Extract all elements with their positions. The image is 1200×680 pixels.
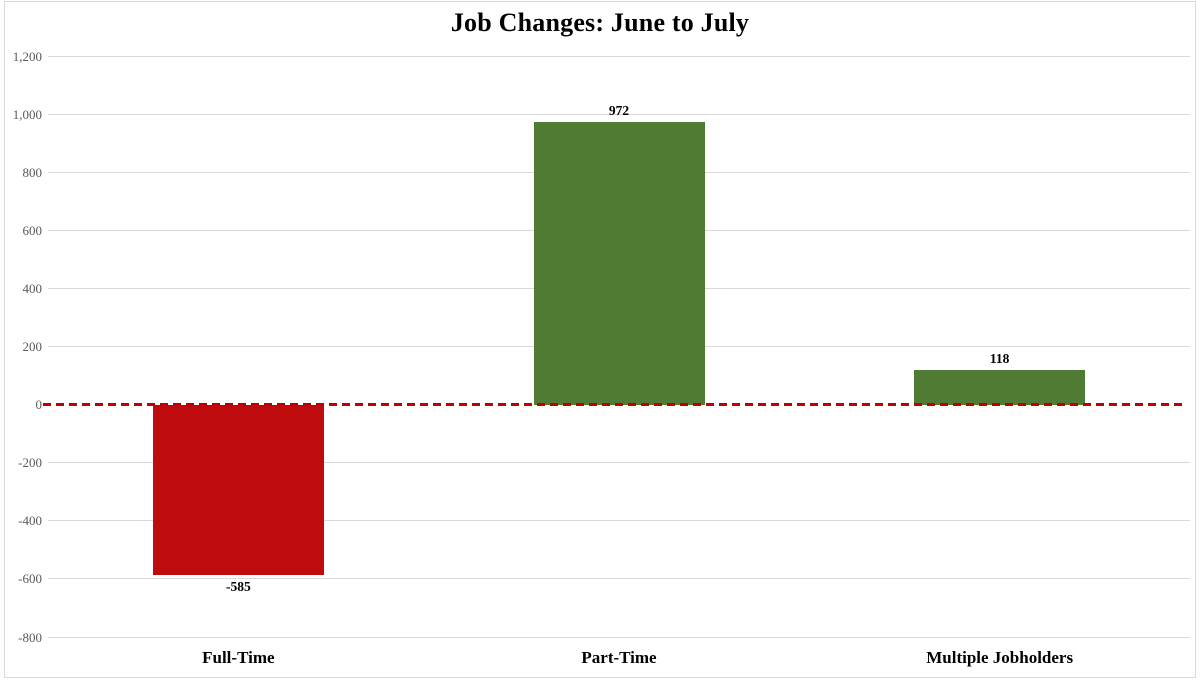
bar-part-time	[533, 122, 705, 405]
chart-title: Job Changes: June to July	[450, 8, 750, 37]
bar-full-time	[152, 404, 324, 575]
gridline-y-1000	[48, 113, 1190, 115]
ytick-label-400: 400	[22, 280, 43, 296]
data-label-full-time: -585	[225, 578, 251, 594]
ytick-label-1200: 1,200	[12, 48, 42, 64]
category-label-part-time: Part-Time	[581, 648, 657, 667]
gridline-y--600	[48, 578, 1190, 580]
bar-multiple-jobholders	[914, 370, 1086, 405]
ytick-label-0: 0	[35, 397, 43, 413]
data-label-multiple-jobholders: 118	[989, 351, 1010, 367]
zero-baseline-dashed	[43, 403, 1183, 407]
plot-area	[48, 55, 1190, 638]
ytick-label-200: 200	[22, 339, 43, 354]
gridline-y--800	[48, 636, 1190, 638]
ytick-label--600: -600	[18, 571, 42, 587]
ytick-label-800: 800	[22, 164, 43, 180]
category-label-full-time: Full-Time	[202, 648, 275, 667]
ytick-label--800: -800	[18, 629, 42, 645]
ytick-label--200: -200	[18, 455, 42, 471]
ytick-label--400: -400	[18, 513, 42, 529]
ytick-label-1000: 1,000	[12, 106, 42, 122]
gridline-y--200	[48, 462, 1190, 464]
category-label-multiple-jobholders: Multiple Jobholders	[926, 648, 1074, 667]
ytick-label-600: 600	[22, 222, 43, 238]
gridline-y-1200	[48, 55, 1190, 57]
data-label-part-time: 972	[608, 103, 630, 119]
gridline-y--400	[48, 520, 1190, 522]
